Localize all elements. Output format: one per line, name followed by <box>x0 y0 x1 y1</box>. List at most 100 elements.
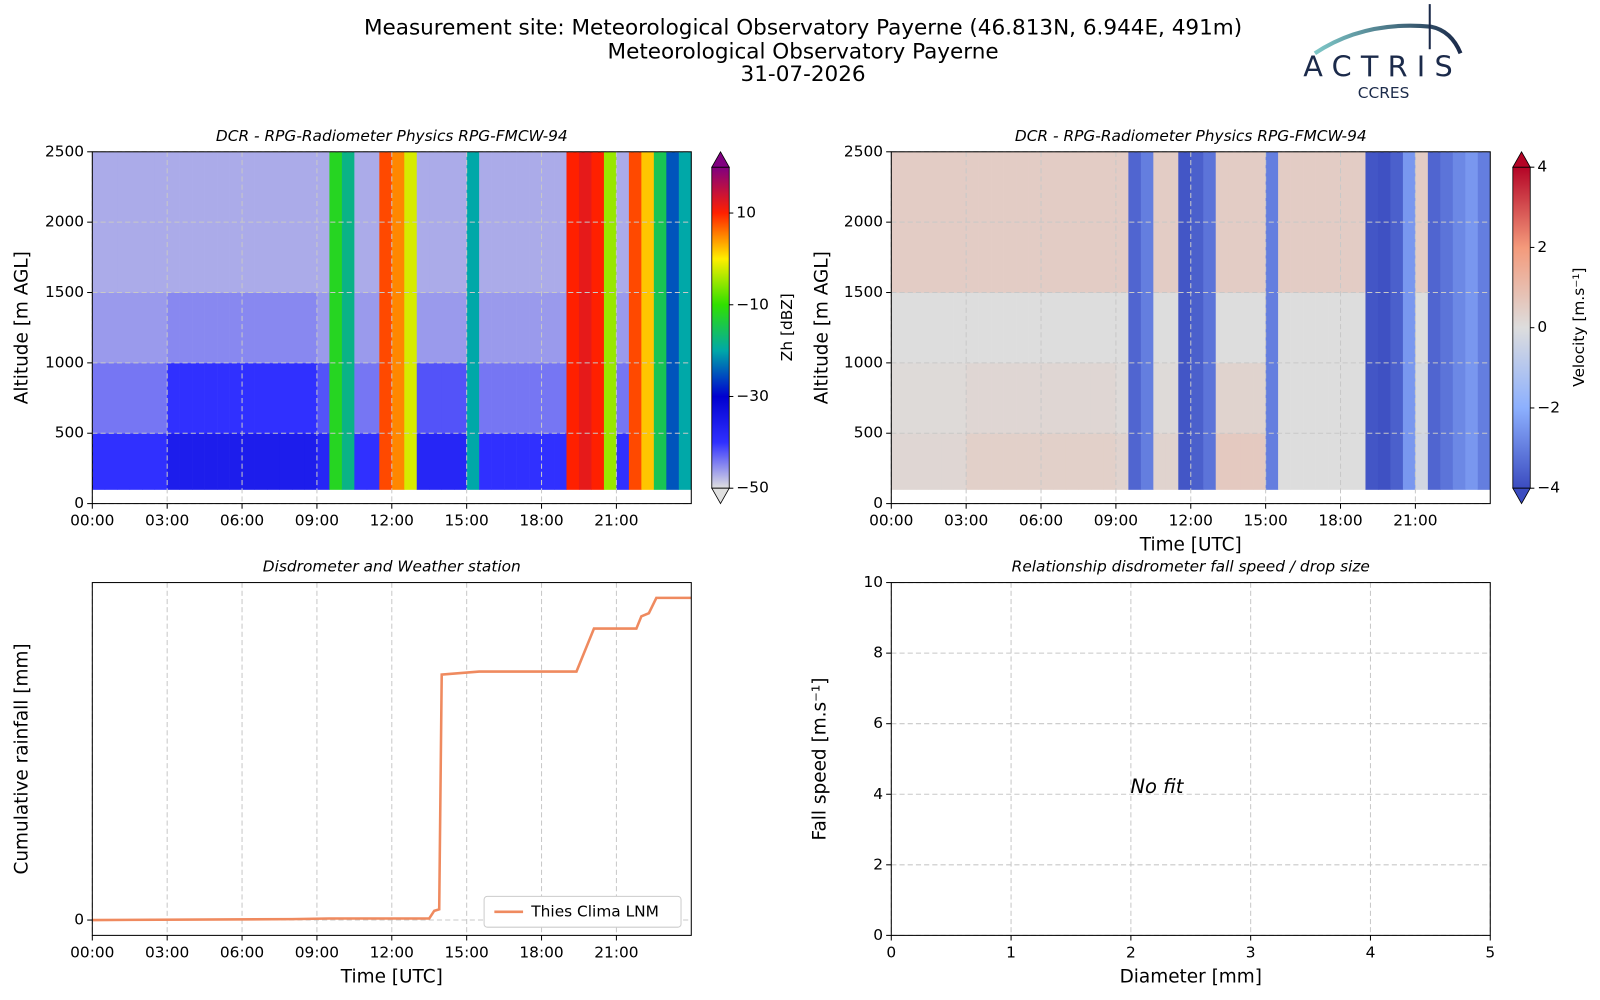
heatmap-cell <box>1402 362 1416 434</box>
x-tick-label: 03:00 <box>145 943 189 961</box>
heatmap-cell <box>1402 222 1416 293</box>
heatmap-cell <box>466 292 480 364</box>
heatmap-cell <box>316 222 330 293</box>
heatmap-cell <box>516 151 530 223</box>
heatmap-cell <box>578 151 592 223</box>
heatmap-cell <box>454 362 467 434</box>
heatmap-cell <box>229 151 243 223</box>
heatmap-cell <box>1415 222 1429 293</box>
heatmap-cell <box>1053 362 1067 434</box>
heatmap-cell <box>192 362 205 434</box>
heatmap-cell <box>1452 433 1466 490</box>
heatmap-cell <box>441 151 455 223</box>
heatmap-cell <box>1440 433 1454 490</box>
heatmap-cell <box>1165 222 1179 293</box>
heatmap-cell <box>279 222 293 293</box>
heatmap-cell <box>541 433 555 490</box>
heatmap-cell <box>1290 362 1304 434</box>
heatmap-cell <box>1041 292 1054 364</box>
heatmap-cell <box>1103 433 1117 490</box>
heatmap-cell <box>903 292 917 364</box>
heatmap-cell <box>1178 433 1192 490</box>
heatmap-cell <box>479 362 492 434</box>
colorbar-extend <box>711 150 730 168</box>
heatmap-cell <box>1028 151 1042 223</box>
heatmap-cell <box>1203 222 1217 293</box>
heatmap-cell <box>1402 151 1416 223</box>
heatmap-cell <box>254 362 268 434</box>
heatmap-cell <box>92 292 106 364</box>
heatmap-cell <box>1290 222 1304 293</box>
heatmap-cell <box>554 292 567 364</box>
y-axis-label: Fall speed [m.s⁻¹] <box>810 677 831 840</box>
heatmap-cell <box>204 433 218 490</box>
y-tick-label: 0 <box>873 494 883 512</box>
heatmap-cell <box>291 362 305 434</box>
heatmap-cell <box>1427 151 1441 223</box>
heatmap-cell <box>1465 362 1479 434</box>
heatmap-cell <box>554 362 567 434</box>
heatmap-cell <box>616 292 630 364</box>
heatmap-cell <box>1477 151 1491 223</box>
heatmap-cell <box>1365 151 1379 223</box>
heatmap-cell <box>1228 222 1241 293</box>
heatmap-cell <box>1427 433 1441 490</box>
heatmap-cell <box>678 151 692 223</box>
x-tick-label: 21:00 <box>594 512 638 530</box>
heatmap-cell <box>1290 433 1304 490</box>
heatmap-cell <box>653 362 667 434</box>
y-axis-label: Altitude [m AGL] <box>812 251 833 404</box>
heatmap-cell <box>978 433 992 490</box>
heatmap-cell <box>591 433 605 490</box>
x-tick-label: 00:00 <box>70 943 114 961</box>
heatmap-cell <box>1041 433 1054 490</box>
heatmap-cell <box>104 151 118 223</box>
heatmap-cell <box>1028 292 1042 364</box>
heatmap-cell <box>916 292 930 364</box>
heatmap-cell <box>653 292 667 364</box>
heatmap-cell <box>229 292 243 364</box>
heatmap-cell <box>1240 362 1254 434</box>
heatmap-cell <box>316 292 330 364</box>
heatmap-cell <box>591 362 605 434</box>
heatmap-cell <box>279 151 293 223</box>
heatmap-cell <box>1365 292 1379 364</box>
heatmap-cell <box>1090 151 1104 223</box>
heatmap-cell <box>379 222 393 293</box>
heatmap-cell <box>1003 433 1017 490</box>
heatmap-cell <box>1253 362 1266 434</box>
heatmap-cell <box>1178 292 1192 364</box>
heatmap-cell <box>92 433 106 490</box>
heatmap-cell <box>628 433 642 490</box>
heatmap-cell <box>1427 362 1441 434</box>
y-tick-label: 500 <box>55 424 84 442</box>
heatmap-cell <box>304 362 318 434</box>
y-tick-label: 10 <box>863 573 883 591</box>
heatmap-cell <box>441 362 455 434</box>
heatmap-cell <box>1440 362 1454 434</box>
heatmap-cell <box>1115 222 1129 293</box>
heatmap-cell <box>404 292 418 364</box>
heatmap-cell <box>978 222 992 293</box>
heatmap-cell <box>891 151 905 223</box>
heatmap-cell <box>1041 222 1054 293</box>
heatmap-cell <box>1328 222 1341 293</box>
heatmap-cell <box>1228 292 1241 364</box>
heatmap-cell <box>1415 292 1429 364</box>
heatmap-cell <box>1390 151 1404 223</box>
heatmap-cell <box>1390 292 1404 364</box>
heatmap-cell <box>1003 151 1017 223</box>
heatmap-cell <box>953 433 967 490</box>
heatmap-cell <box>1190 222 1204 293</box>
heatmap-cell <box>903 362 917 434</box>
heatmap-cell <box>267 433 280 490</box>
heatmap-cell <box>1078 222 1092 293</box>
heatmap-cell <box>129 433 143 490</box>
heatmap-cell <box>554 222 567 293</box>
x-tick-label: 18:00 <box>519 512 563 530</box>
heatmap-cell <box>678 222 692 293</box>
y-tick-label: 1500 <box>45 283 84 301</box>
heatmap-cell <box>578 222 592 293</box>
heatmap-cell <box>491 222 505 293</box>
